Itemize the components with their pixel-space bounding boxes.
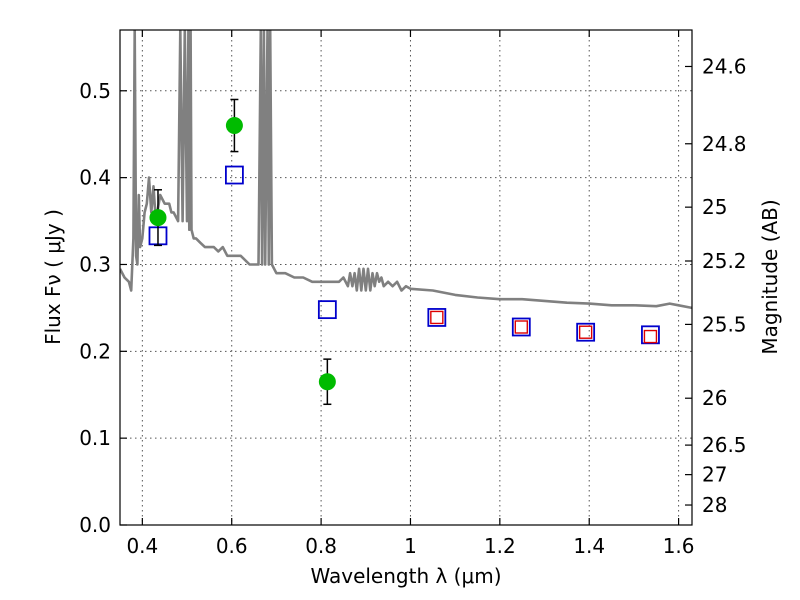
right-tick-label: 26 (702, 386, 727, 410)
model-spectrum-layer (120, 30, 692, 310)
grid-layer (120, 30, 692, 526)
secondary-photometry-square (643, 329, 658, 344)
right-tick-label: 25.2 (702, 249, 747, 273)
right-tick-label: 24.6 (702, 54, 747, 78)
x-tick-label: 0.8 (305, 534, 337, 558)
right-tick-label: 27 (702, 463, 727, 487)
y-tick-label: 0.0 (79, 513, 111, 537)
right-tick-label: 25 (702, 195, 727, 219)
plot-area (120, 30, 692, 345)
x-tick-label: 0.4 (126, 534, 158, 558)
model-spectrum-line (120, 30, 692, 310)
model-photometry-square (511, 317, 531, 337)
y-tick-label: 0.5 (79, 79, 111, 103)
x-axis-label: Wavelength λ (μm) (310, 564, 501, 588)
x-tick-label: 1.6 (663, 534, 695, 558)
model-photometry-square (224, 165, 244, 185)
model-photometry-square (641, 325, 660, 345)
model-photometry-square (576, 322, 596, 342)
secondary-photometry-square (514, 320, 528, 334)
observed-photometry-point (149, 209, 167, 227)
y-axis-label: Flux Fν ( μJy ) (41, 209, 65, 345)
observed-photometry-point (225, 117, 243, 135)
x-tick-label: 1 (404, 534, 417, 558)
model-photometry-square (427, 308, 447, 327)
secondary-photometry-square (430, 310, 444, 325)
right-tick-label: 28 (702, 493, 727, 517)
error-bar-layer (149, 98, 336, 406)
plot-frame (119, 29, 693, 526)
observed-photometry-point (318, 373, 336, 391)
x-tick-label: 0.6 (216, 534, 248, 558)
model-photometry-square (317, 300, 337, 320)
y-tick-label: 0.4 (79, 166, 111, 190)
right-tick-label: 25.5 (702, 312, 747, 336)
x-tick-label: 1.2 (484, 534, 516, 558)
secondary-photometry-square (578, 325, 593, 339)
right-tick-label: 24.8 (702, 132, 747, 156)
tick-layer: 0.4 0.6 0.8 1 1.2 1.4 1.6 0.0 0.1 0.2 0.3 0.4 0.5 24.… (79, 30, 747, 558)
x-tick-label: 1.4 (573, 534, 605, 558)
right-axis-label: Magnitude (AB) (758, 199, 782, 354)
y-tick-label: 0.2 (79, 339, 111, 363)
y-tick-label: 0.1 (79, 426, 111, 450)
right-tick-label: 26.5 (702, 433, 747, 457)
y-tick-label: 0.3 (79, 252, 111, 276)
